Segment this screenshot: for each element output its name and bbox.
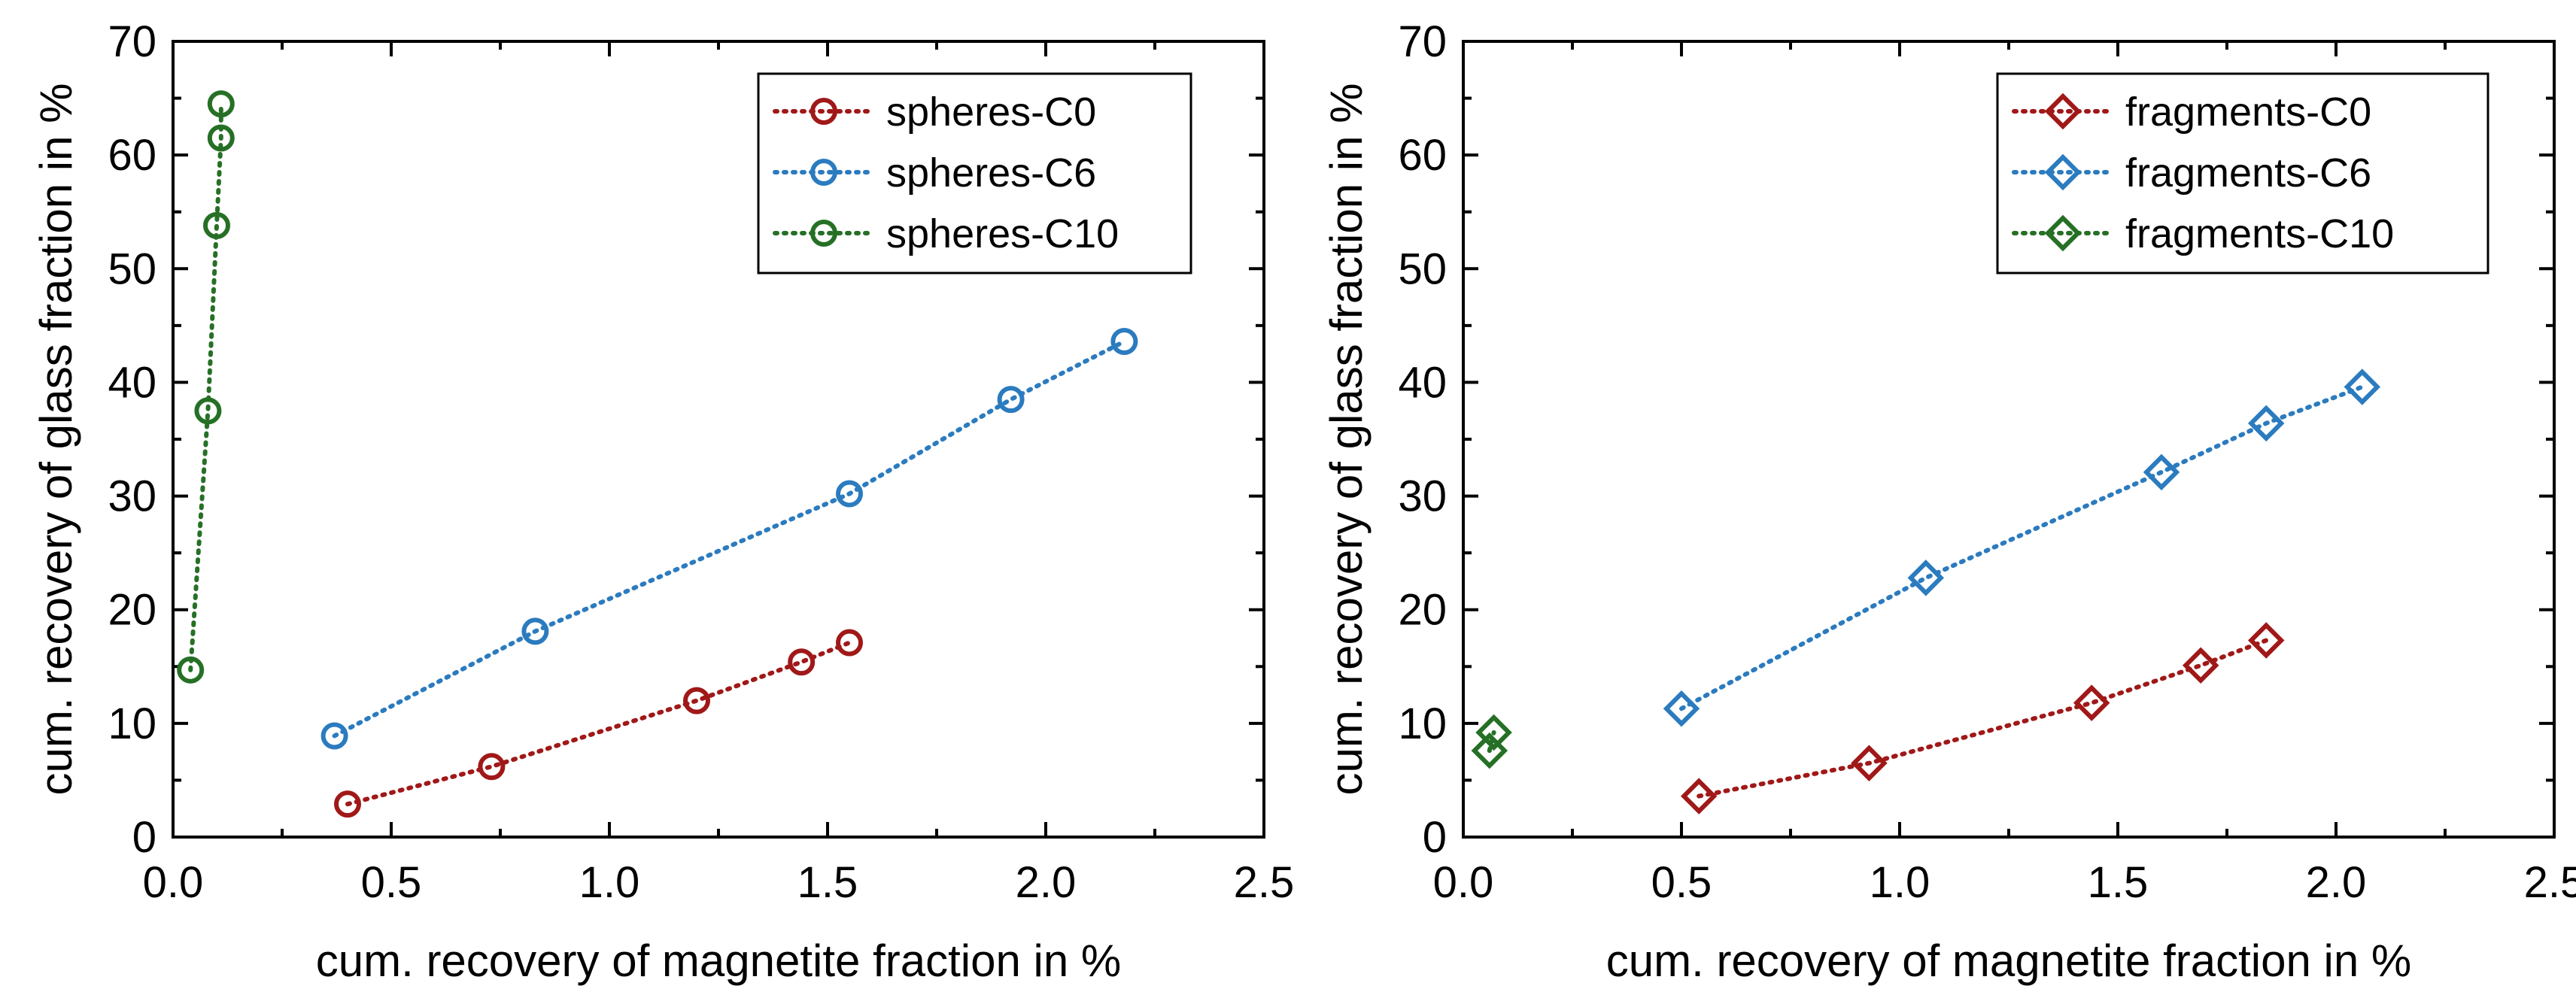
y-tick-label: 50 — [1398, 244, 1447, 293]
legend-label: fragments-C0 — [2125, 89, 2371, 135]
x-tick-label: 1.0 — [579, 858, 640, 907]
series-line — [188, 102, 223, 672]
series-spheres-C6 — [320, 328, 1138, 750]
x-tick-label: 0.5 — [1651, 858, 1712, 907]
series-spheres-C10 — [177, 90, 235, 684]
series-fragments-C6 — [1663, 369, 2381, 727]
legend-label: spheres-C6 — [886, 150, 1096, 196]
diamond-marker — [1680, 778, 1718, 814]
circle-marker — [320, 722, 348, 750]
circle-marker — [836, 629, 863, 657]
legend: spheres-C0 spheres-C6 spheres-C10 — [757, 72, 1192, 275]
x-tick-label: 0.0 — [1433, 858, 1494, 907]
y-tick-label: 10 — [108, 699, 156, 748]
legend-circle-marker — [810, 220, 837, 247]
y-tick-label: 50 — [108, 244, 156, 293]
legend-diamond-marker — [2044, 214, 2082, 252]
circle-marker — [334, 790, 361, 818]
legend-label: fragments-C10 — [2125, 211, 2394, 256]
y-tick-label: 30 — [1398, 472, 1447, 521]
circle-marker — [194, 397, 222, 425]
y-axis-label: cum. recovery of glass fraction in % — [31, 83, 81, 795]
x-tick-label: 2.0 — [1016, 858, 1077, 907]
y-tick-label: 70 — [1398, 17, 1447, 66]
chart-panel-fragments: 0.0 0.5 1.0 1.5 2.0 2.5 0 10 20 30 40 50 60 70 cum. re… — [1321, 17, 2576, 986]
legend-item: spheres-C0 — [773, 89, 1096, 135]
diamond-marker — [1663, 690, 1700, 727]
circle-marker — [203, 211, 230, 239]
legend-circle-marker — [810, 159, 837, 186]
y-tick-label: 20 — [1398, 586, 1447, 635]
legend-diamond-marker — [2044, 93, 2082, 130]
diamond-marker — [1907, 560, 1945, 596]
legend-item: fragments-C0 — [2012, 89, 2371, 135]
y-axis-label: cum. recovery of glass fraction in % — [1321, 83, 1372, 795]
diamond-marker — [2344, 369, 2381, 405]
circle-marker — [836, 480, 863, 508]
x-tick-label: 2.5 — [1234, 858, 1295, 907]
legend-item: fragments-C6 — [2012, 150, 2371, 196]
x-axis-label: cum. recovery of magnetite fraction in % — [316, 936, 1121, 986]
series-line — [1487, 729, 1496, 754]
y-tick-label: 40 — [1398, 358, 1447, 407]
diamond-marker — [2143, 453, 2180, 491]
y-tick-label: 10 — [1398, 699, 1447, 748]
y-tick-label: 0 — [1423, 813, 1447, 862]
legend-box — [1996, 72, 2489, 275]
series-fragments-C10 — [1471, 714, 1512, 769]
y-tick-label: 30 — [108, 472, 156, 521]
x-tick-label: 1.0 — [1870, 858, 1930, 907]
x-tick-label: 1.5 — [797, 858, 858, 907]
legend-item: spheres-C6 — [773, 150, 1096, 196]
y-tick-label: 0 — [132, 813, 156, 862]
diamond-marker — [2073, 684, 2110, 721]
series-line — [332, 339, 1127, 739]
legend-circle-marker — [810, 98, 837, 125]
legend-label: spheres-C0 — [886, 89, 1096, 135]
x-tick-label: 0.0 — [143, 858, 204, 907]
legend-item: fragments-C10 — [2012, 211, 2394, 256]
circle-marker — [521, 617, 549, 645]
series-fragments-C0 — [1680, 622, 2285, 814]
diamond-marker — [2247, 405, 2285, 442]
diamond-marker — [2247, 622, 2285, 659]
series-line — [1697, 638, 2269, 799]
legend-item: spheres-C10 — [773, 211, 1119, 256]
circle-marker — [683, 687, 710, 714]
y-tick-label: 70 — [108, 17, 156, 66]
y-tick-label: 60 — [1398, 131, 1447, 180]
x-axis-label: cum. recovery of magnetite fraction in % — [1606, 936, 2411, 986]
legend-diamond-marker — [2044, 153, 2082, 191]
circle-marker — [997, 386, 1025, 414]
legend-label: fragments-C6 — [2125, 150, 2371, 196]
circle-marker — [788, 648, 816, 676]
chart-panel-spheres: 0.0 0.5 1.0 1.5 2.0 2.5 0 10 20 30 40 50 60 70 cum. re… — [31, 17, 1294, 986]
circle-marker — [207, 90, 235, 118]
legend: fragments-C0 fragments-C6 fragments-C10 — [1996, 72, 2489, 275]
circle-marker — [478, 753, 506, 781]
x-tick-label: 2.0 — [2306, 858, 2367, 907]
diamond-marker — [1475, 714, 1512, 751]
series-line — [345, 640, 852, 807]
diamond-marker — [1851, 745, 1888, 781]
x-tick-label: 1.5 — [2088, 858, 2149, 907]
series-line — [1679, 384, 2365, 711]
series-spheres-C0 — [334, 629, 863, 818]
y-tick-label: 40 — [108, 358, 156, 407]
circle-marker — [177, 656, 205, 684]
legend-label: spheres-C10 — [886, 211, 1119, 256]
x-tick-label: 0.5 — [361, 858, 422, 907]
diamond-marker — [2182, 647, 2219, 684]
circle-marker — [1110, 328, 1138, 356]
diamond-marker — [1471, 732, 1508, 769]
x-tick-label: 2.5 — [2524, 858, 2576, 907]
y-tick-label: 20 — [108, 586, 156, 635]
y-tick-label: 60 — [108, 131, 156, 180]
circle-marker — [207, 124, 235, 152]
